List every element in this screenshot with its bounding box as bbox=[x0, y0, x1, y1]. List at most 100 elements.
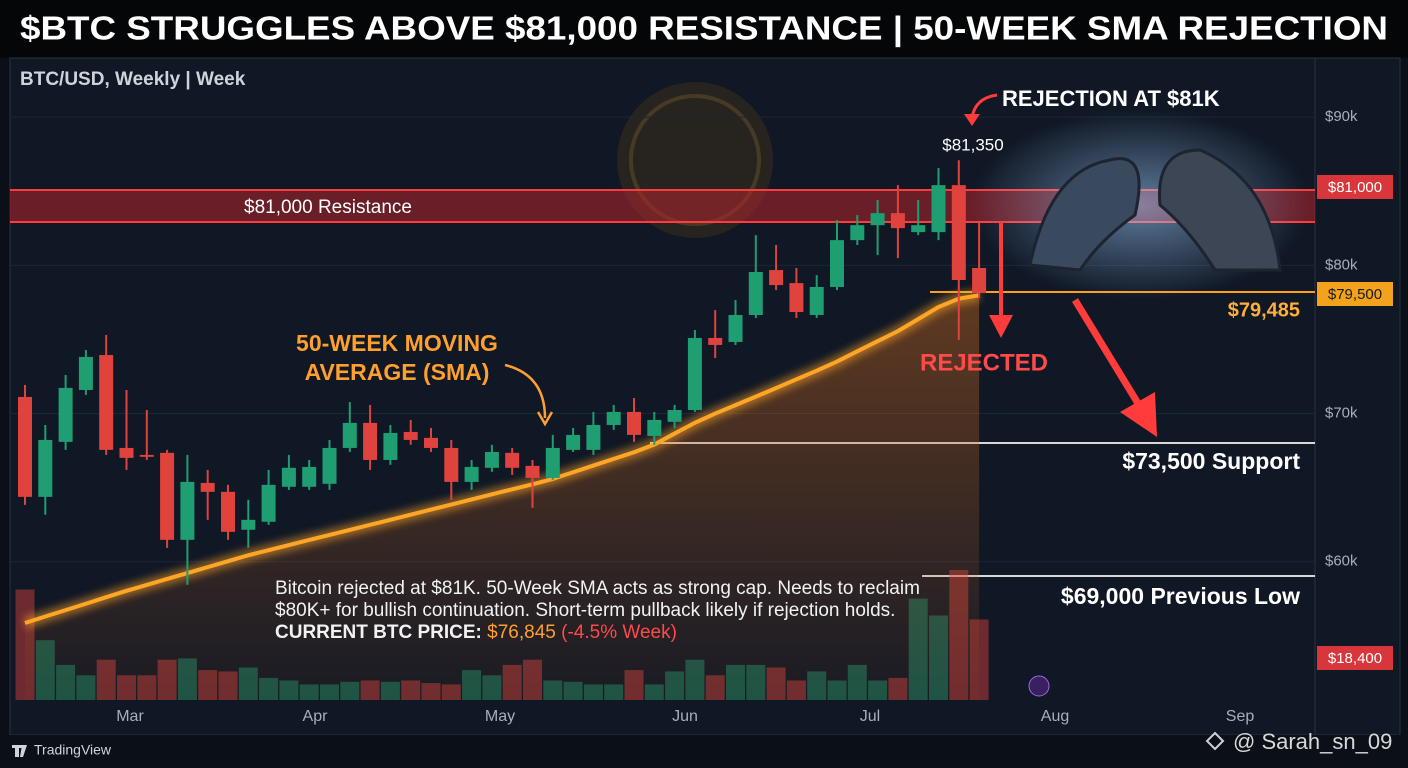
price-tag bbox=[1317, 646, 1393, 670]
bear-illustration bbox=[1158, 148, 1282, 272]
candle-body bbox=[830, 240, 844, 287]
candle-body bbox=[890, 213, 905, 229]
candle-body bbox=[911, 225, 926, 233]
chart-subtitle: BTC/USD, Weekly | Week bbox=[20, 69, 246, 90]
bitcoin-decoration-ring bbox=[629, 94, 761, 226]
candle-body bbox=[972, 268, 987, 294]
bull-illustration bbox=[1028, 157, 1141, 272]
candle-body bbox=[525, 465, 540, 478]
rejected-label: REJECTED bbox=[920, 349, 1048, 376]
x-tick-label: May bbox=[485, 708, 515, 725]
candle-body bbox=[870, 213, 885, 226]
candle-body bbox=[221, 491, 235, 532]
x-tick-label: Jun bbox=[672, 708, 698, 725]
x-tick-label: Apr bbox=[303, 708, 329, 725]
sma-label: 50-WEEK MOVING bbox=[296, 330, 498, 356]
candle-body bbox=[38, 439, 53, 497]
candle-body bbox=[18, 396, 32, 497]
y-tick-label: $90k bbox=[1325, 108, 1358, 125]
price-label: CURRENT BTC PRICE: bbox=[275, 622, 482, 643]
sma-line bbox=[24, 293, 980, 625]
sma-label: AVERAGE (SMA) bbox=[305, 359, 490, 385]
candle-body bbox=[606, 411, 621, 425]
candle-body bbox=[383, 432, 398, 460]
candle-body bbox=[200, 482, 215, 492]
tradingview-logo bbox=[12, 745, 27, 757]
sma-arrow bbox=[504, 363, 547, 419]
candle-body bbox=[78, 356, 93, 390]
price-tag bbox=[1317, 282, 1393, 306]
candle-body bbox=[99, 355, 114, 450]
candle-body bbox=[180, 481, 195, 540]
sma-price-label: $79,485 bbox=[1228, 299, 1300, 321]
event-icon[interactable] bbox=[1028, 675, 1050, 697]
previous-low-label: $69,000 Previous Low bbox=[1061, 583, 1300, 609]
candle-body bbox=[931, 185, 946, 233]
rejected-arrowhead bbox=[989, 315, 1013, 338]
footer-brand: TradingView bbox=[34, 742, 112, 758]
chart-title: $BTC STRUGGLES ABOVE $81,000 RESISTANCE … bbox=[20, 10, 1388, 47]
candle-body bbox=[363, 422, 378, 460]
candle-body bbox=[160, 452, 175, 540]
sma-arrowhead bbox=[536, 411, 554, 427]
description-text: Bitcoin rejected at $81K. 50-Week SMA ac… bbox=[275, 578, 920, 621]
candle-body bbox=[424, 437, 438, 448]
resistance-label: $81,000 Resistance bbox=[244, 197, 412, 218]
description: Bitcoin rejected at $81K. 50-Week SMA ac… bbox=[275, 578, 925, 644]
current-price: $76,845 bbox=[487, 622, 556, 643]
candle-body bbox=[302, 466, 317, 487]
candle-body bbox=[951, 185, 966, 281]
candle-body bbox=[484, 451, 499, 468]
candle-body bbox=[545, 447, 560, 478]
y-tick-label: $80k bbox=[1325, 256, 1358, 273]
support-label: $73,500 Support bbox=[1122, 448, 1300, 474]
x-tick-label: Jul bbox=[860, 708, 880, 725]
candle-body bbox=[139, 454, 154, 457]
y-tick-label: $60k bbox=[1325, 553, 1358, 570]
title-bar bbox=[0, 0, 1408, 58]
candle-body bbox=[667, 409, 682, 422]
candle-body bbox=[342, 422, 357, 448]
candle-body bbox=[728, 314, 743, 342]
peak-label: $81,350 bbox=[942, 135, 1003, 154]
x-tick-label: Aug bbox=[1041, 708, 1069, 725]
candle-body bbox=[58, 387, 73, 442]
candle-body bbox=[647, 419, 662, 436]
candle-body bbox=[261, 484, 276, 522]
candle-body bbox=[505, 452, 520, 468]
x-tick-label: Mar bbox=[116, 708, 144, 725]
candle-body bbox=[789, 283, 804, 313]
price-tag-label: $81,000 bbox=[1328, 179, 1382, 196]
candle-body bbox=[444, 447, 459, 482]
down-arrow bbox=[1072, 298, 1145, 412]
candle-body bbox=[241, 519, 256, 530]
price-tag-label: $18,400 bbox=[1328, 650, 1382, 667]
x-tick-label: Sep bbox=[1226, 708, 1255, 725]
candle-body bbox=[748, 272, 763, 315]
candle-body bbox=[586, 424, 601, 450]
candle-body bbox=[708, 337, 723, 345]
candle-body bbox=[769, 270, 784, 286]
rejection-label: REJECTION AT $81K bbox=[1002, 86, 1220, 111]
down-arrowhead bbox=[1120, 392, 1157, 437]
price-change: (-4.5% Week) bbox=[561, 622, 677, 643]
candle-body bbox=[281, 467, 296, 487]
candle-body bbox=[322, 447, 337, 484]
candle-body bbox=[119, 447, 134, 458]
candle-body bbox=[464, 466, 479, 482]
footer-handle: @ Sarah_sn_09 bbox=[1233, 729, 1392, 754]
y-tick-label: $70k bbox=[1325, 405, 1358, 422]
price-tag-label: $79,500 bbox=[1328, 286, 1382, 303]
candle-body bbox=[403, 431, 418, 440]
candle-body bbox=[627, 411, 641, 435]
price-tag bbox=[1317, 175, 1393, 199]
footer-bar bbox=[0, 735, 1408, 768]
candle-body bbox=[566, 434, 581, 450]
handle-icon bbox=[1205, 731, 1225, 751]
rejection-arrowhead bbox=[964, 114, 980, 126]
candle-body bbox=[809, 286, 824, 315]
candle-body bbox=[687, 337, 702, 410]
candle-body bbox=[850, 225, 865, 241]
